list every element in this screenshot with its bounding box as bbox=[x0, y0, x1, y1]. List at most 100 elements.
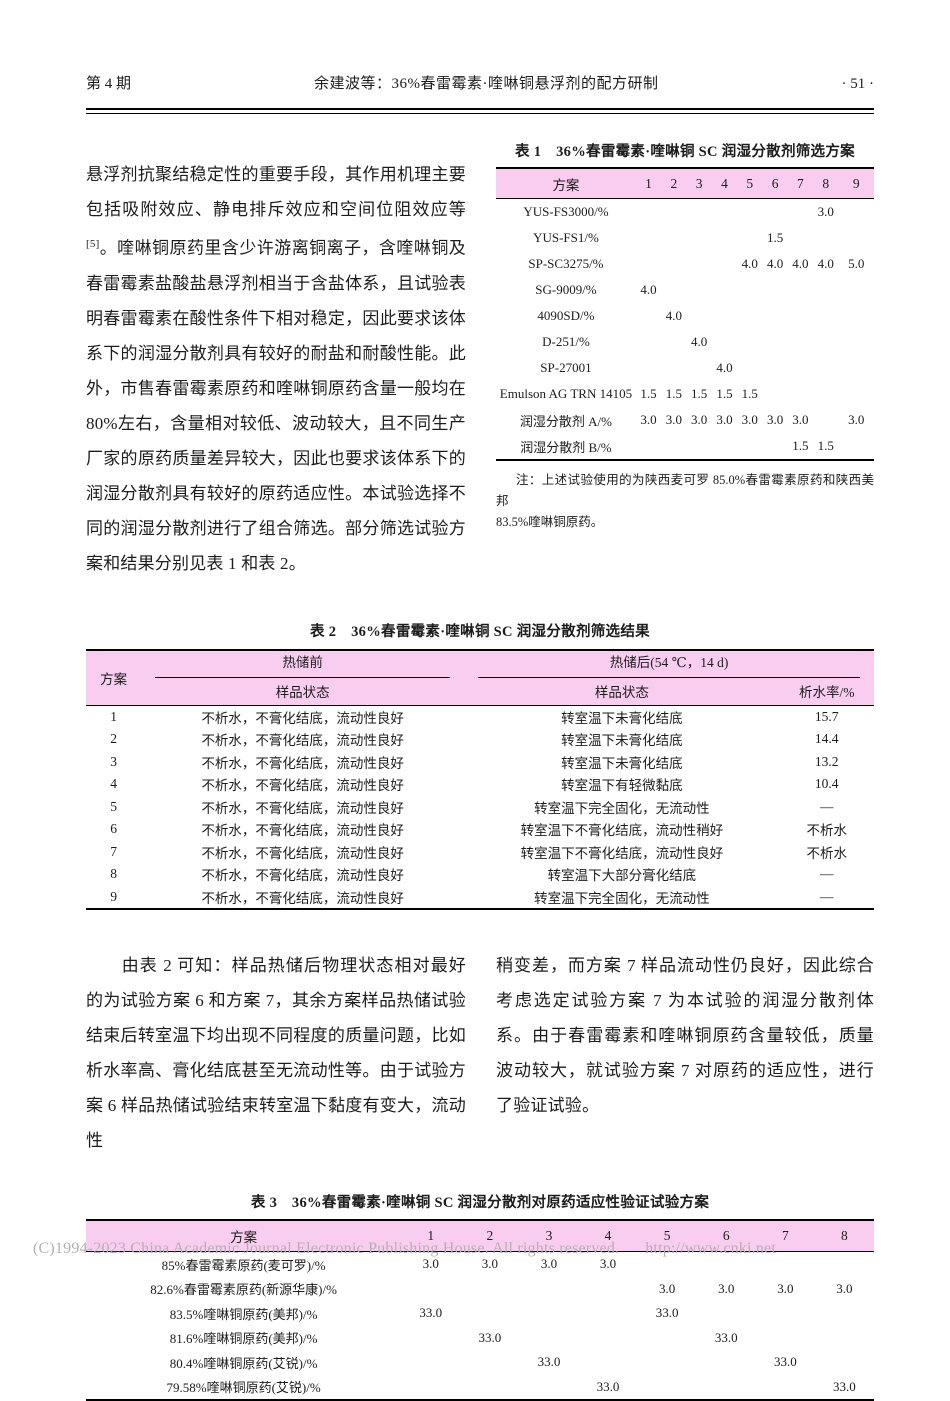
cell bbox=[813, 381, 838, 407]
cell bbox=[687, 225, 712, 251]
cell: 33.0 bbox=[833, 1378, 856, 1394]
cell: 不析水 bbox=[806, 823, 847, 839]
cell: 33.0 bbox=[773, 1354, 797, 1370]
cell bbox=[636, 433, 661, 460]
cell: 4.0 bbox=[817, 256, 834, 271]
cell bbox=[737, 433, 762, 460]
cell: 3.0 bbox=[777, 1280, 794, 1296]
footer-url[interactable]: http://www.cnki.net bbox=[645, 1240, 776, 1257]
cell: 33.0 bbox=[596, 1378, 620, 1394]
cell: 33.0 bbox=[478, 1329, 502, 1345]
cell bbox=[762, 199, 787, 226]
cell bbox=[401, 1375, 460, 1401]
cell: 33.0 bbox=[537, 1354, 561, 1370]
column-header: 4 bbox=[711, 168, 738, 199]
cell bbox=[638, 1375, 697, 1401]
cell: 3.0 bbox=[836, 1280, 853, 1296]
row-label: 79.58%喹啉铜原药(艾锐)/% bbox=[166, 1380, 321, 1396]
cell bbox=[578, 1326, 637, 1351]
table-row: 8 不析水，不膏化结底，流动性良好 转室温下大部分膏化结底 — bbox=[86, 863, 874, 886]
cell bbox=[712, 303, 737, 329]
cell: 3.0 bbox=[665, 412, 682, 427]
column-header: 2 bbox=[661, 168, 687, 199]
cell: 不析水，不膏化结底，流动性良好 bbox=[201, 710, 404, 726]
cell bbox=[712, 433, 737, 460]
row-label: 2 bbox=[110, 731, 117, 747]
cell bbox=[661, 329, 686, 355]
row-label: 9 bbox=[110, 888, 117, 904]
table-row: 4090SD/% 4.0 bbox=[496, 303, 874, 329]
cell bbox=[815, 1326, 874, 1351]
cell bbox=[687, 355, 712, 381]
cell: 1.5 bbox=[640, 386, 657, 401]
row-label: Emulson AG TRN 14105 bbox=[499, 386, 633, 401]
cell: 不析水，不膏化结底，流动性良好 bbox=[201, 778, 404, 794]
cell: 不析水，不膏化结底，流动性良好 bbox=[201, 868, 404, 884]
table-row: 83.5%喹啉铜原药(美邦)/% 33.0 33.0 bbox=[86, 1301, 874, 1326]
cell bbox=[661, 225, 686, 251]
cell bbox=[788, 303, 813, 329]
cell: 3.0 bbox=[792, 412, 809, 427]
cell bbox=[813, 277, 838, 303]
cell bbox=[838, 225, 874, 251]
row-label: 4 bbox=[110, 776, 117, 792]
cell bbox=[788, 225, 813, 251]
cell bbox=[838, 303, 874, 329]
cell bbox=[813, 329, 838, 355]
cell bbox=[638, 1350, 697, 1375]
column-header: 5 bbox=[637, 1220, 697, 1253]
page-footer: (C)1994-2023 China Academic Journal Elec… bbox=[33, 1240, 776, 1258]
discussion-section: 由表 2 可知：样品热储后物理状态相对最好的为试验方案 6 和方案 7，其余方案… bbox=[86, 931, 874, 1175]
table3-title: 表 3 36%春雷霉素·喹啉铜 SC 润湿分散剂对原药适应性验证试验方案 bbox=[250, 1195, 710, 1212]
cell: 33.0 bbox=[655, 1305, 679, 1321]
table1-note: 注：上述试验使用的为陕西麦可罗 85.0%春雷霉素原药和陕西美邦 83.5%喹啉… bbox=[496, 470, 874, 533]
row-label: YUS-FS1/% bbox=[533, 230, 599, 245]
cell bbox=[401, 1277, 460, 1302]
table-row: 3 不析水，不膏化结底，流动性良好 转室温下未膏化结底 13.2 bbox=[86, 751, 874, 774]
table1-header-row: 方案 1 2 3 4 5 6 7 8 9 bbox=[496, 168, 874, 199]
cell bbox=[788, 329, 813, 355]
cell bbox=[762, 303, 787, 329]
column-header: 9 bbox=[838, 168, 874, 199]
row-label: SP-27001 bbox=[540, 360, 592, 375]
issue-label: 第 4 期 bbox=[86, 76, 132, 92]
note-line-2: 83.5%喹啉铜原药。 bbox=[496, 515, 604, 529]
cell bbox=[636, 199, 661, 226]
cell bbox=[661, 199, 686, 226]
cell bbox=[737, 355, 762, 381]
cell bbox=[813, 407, 838, 433]
cell bbox=[737, 199, 762, 226]
cell bbox=[762, 277, 787, 303]
table2-group-after: 热储后(54 ℃，14 d) bbox=[464, 649, 874, 678]
cell bbox=[638, 1326, 697, 1351]
cell bbox=[788, 381, 813, 407]
cell bbox=[712, 277, 737, 303]
cell bbox=[838, 433, 874, 460]
cell bbox=[712, 199, 737, 226]
table-row: 85%春雷霉素原药(麦可罗)/% 3.0 3.0 3.0 3.0 bbox=[86, 1252, 874, 1277]
cell bbox=[813, 225, 838, 251]
row-label: D-251/% bbox=[542, 334, 590, 349]
cell: 不析水，不膏化结底，流动性良好 bbox=[201, 733, 404, 749]
cell: 4.0 bbox=[665, 308, 682, 323]
cell: 不析水，不膏化结底，流动性良好 bbox=[201, 823, 404, 839]
cell bbox=[838, 355, 874, 381]
table-row: SP-SC3275/% 4.0 4.0 4.0 4.0 5.0 bbox=[496, 251, 874, 277]
cell bbox=[756, 1326, 815, 1351]
cell bbox=[401, 1350, 460, 1375]
cell bbox=[687, 277, 712, 303]
cell: 3.0 bbox=[640, 412, 657, 427]
table2-group-before: 热储前 bbox=[141, 649, 465, 678]
cell bbox=[401, 1326, 460, 1351]
page-number: · 51 · bbox=[841, 76, 874, 92]
cell bbox=[636, 329, 661, 355]
table-row: 80.4%喹啉铜原药(艾锐)/% 33.0 33.0 bbox=[86, 1350, 874, 1375]
table1: 方案 1 2 3 4 5 6 7 8 9 YUS-FS3000/% 3.0 YUS-FS1/% 1.5 S… bbox=[496, 167, 874, 461]
table-row: YUS-FS3000/% 3.0 bbox=[496, 199, 874, 226]
table-row: YUS-FS1/% 1.5 bbox=[496, 225, 874, 251]
cell bbox=[815, 1350, 874, 1375]
table-row: 润湿分散剂 B/% 1.5 1.5 bbox=[496, 433, 874, 460]
row-label: 83.5%喹啉铜原药(美邦)/% bbox=[169, 1306, 318, 1322]
row-label: 6 bbox=[110, 821, 117, 837]
